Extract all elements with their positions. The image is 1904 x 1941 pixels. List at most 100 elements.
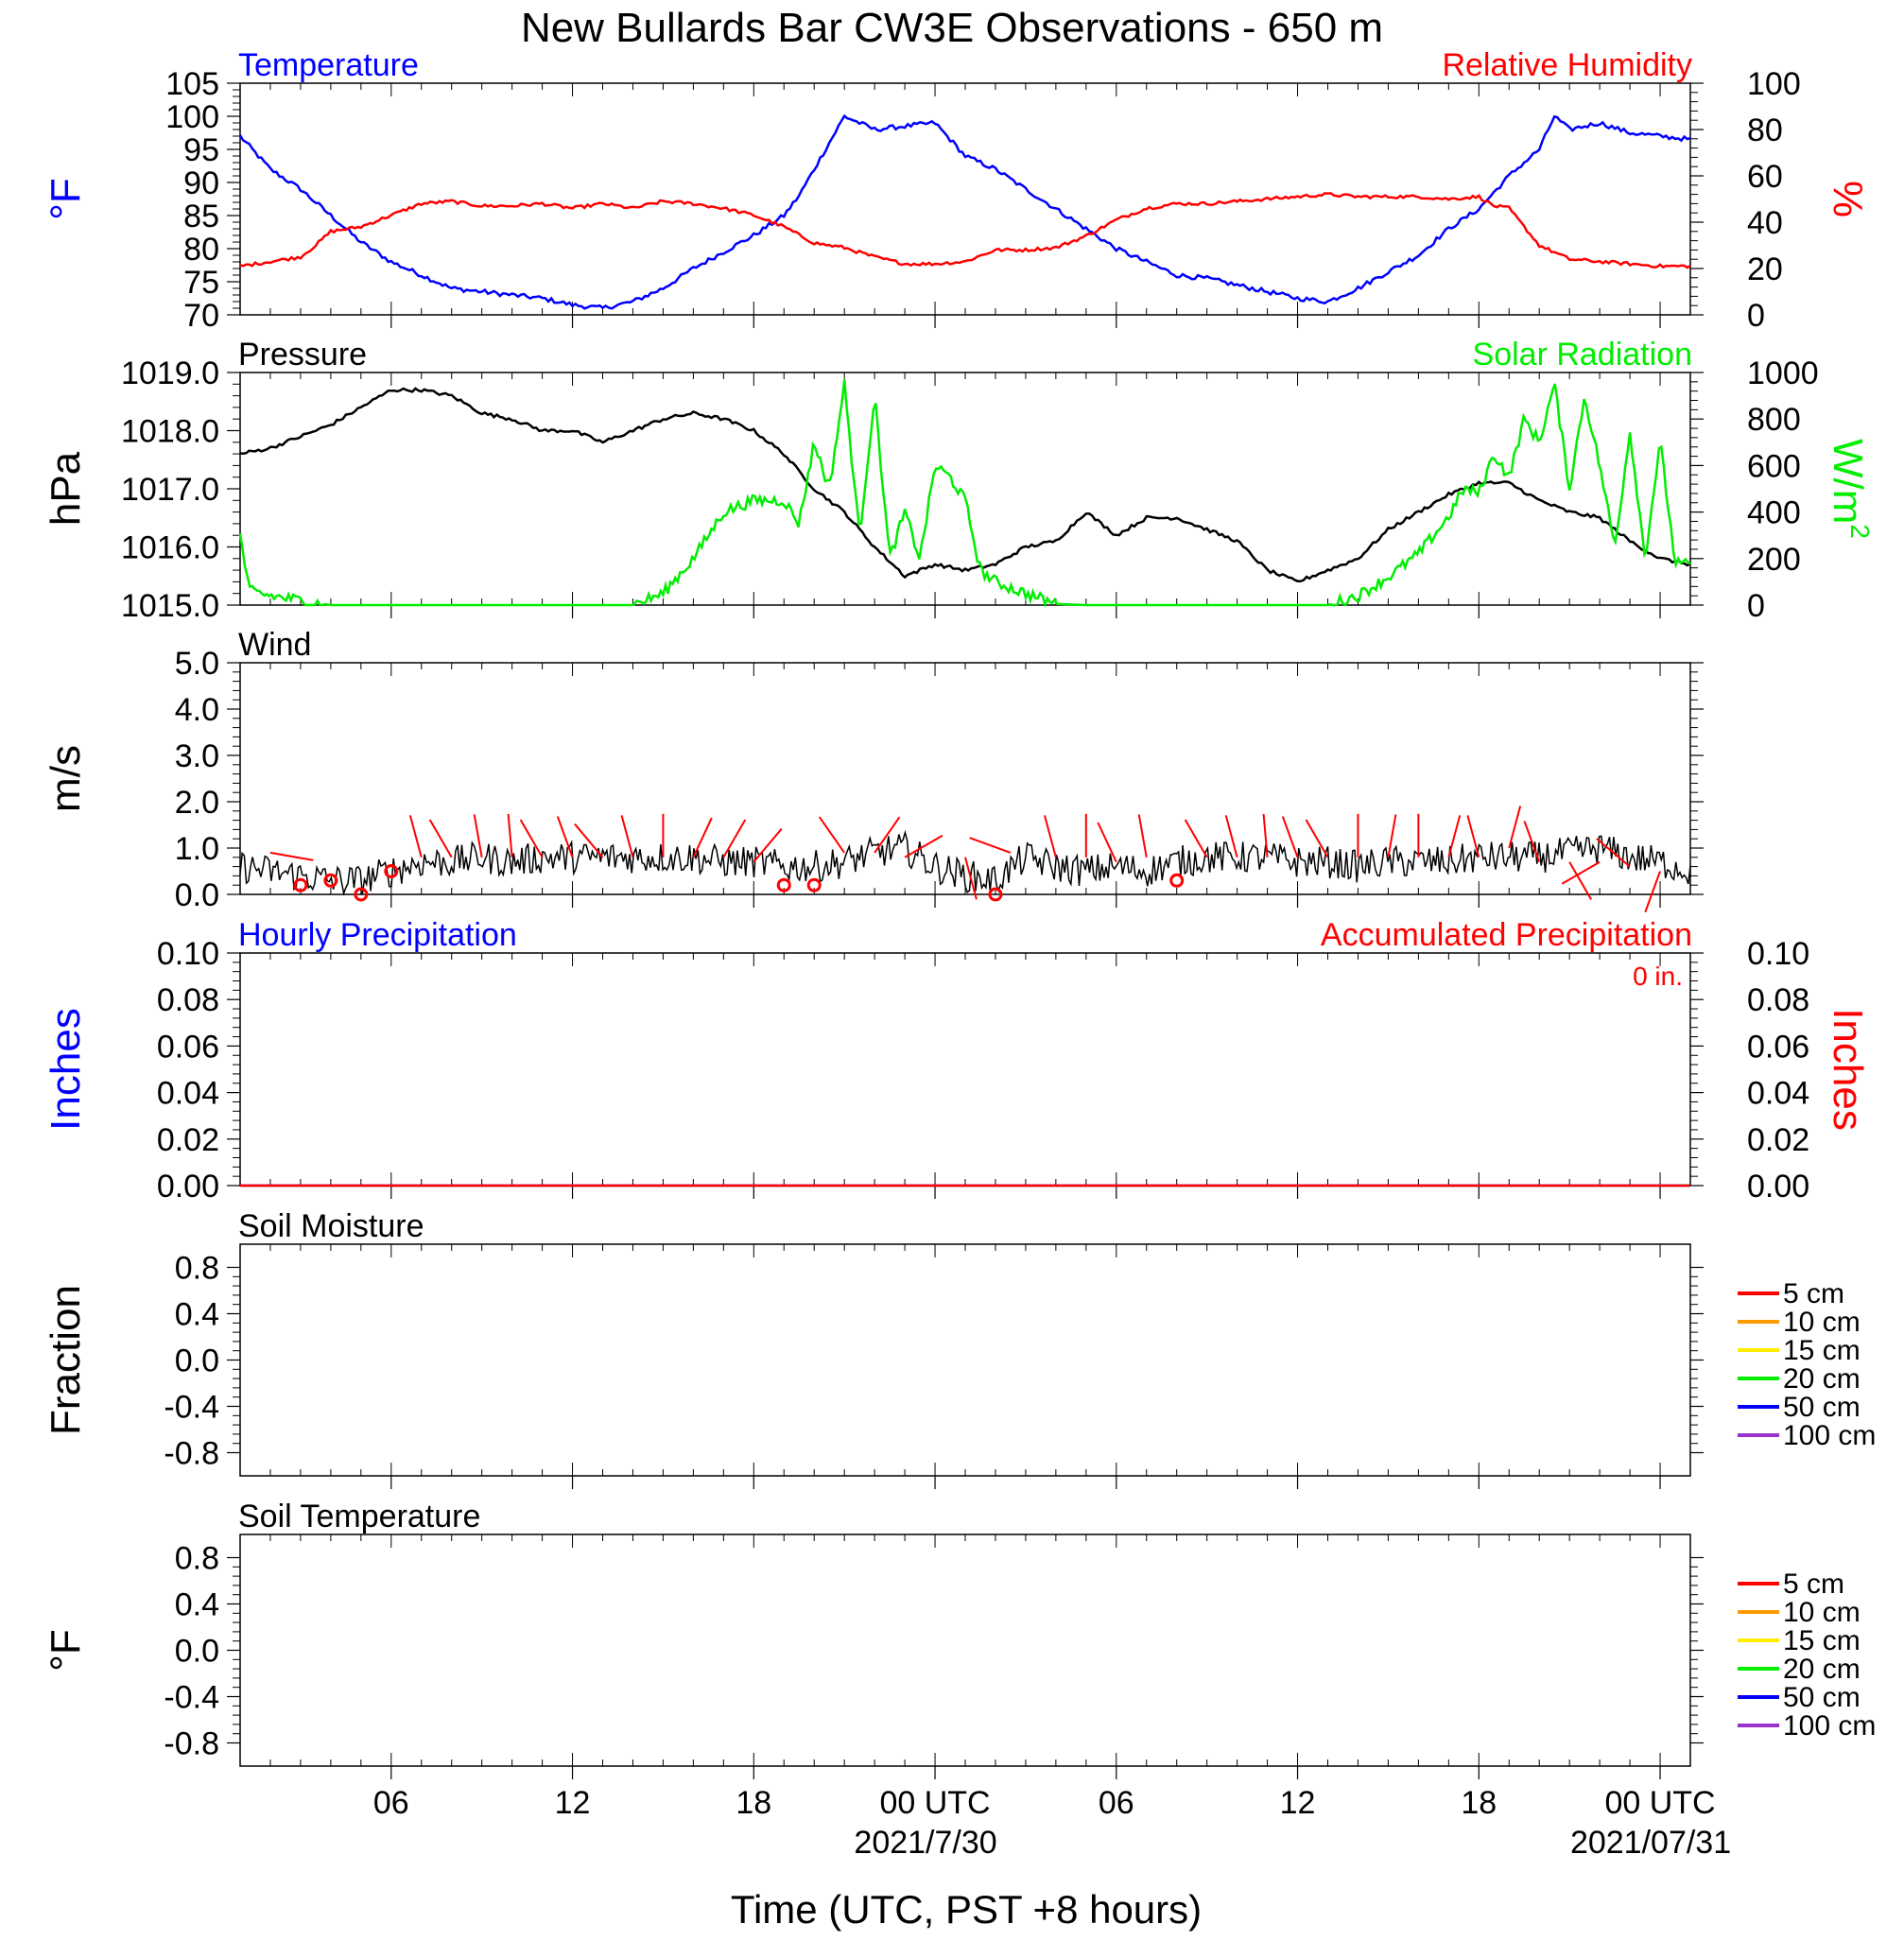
wind-barb bbox=[722, 819, 747, 858]
y-axis-title-right: % bbox=[1825, 181, 1871, 217]
y-tick-label-left: 1018.0 bbox=[121, 414, 219, 450]
y-tick-label-left: 85 bbox=[183, 199, 219, 234]
y-tick-label-left: 1016.0 bbox=[121, 530, 219, 566]
series-solar-radiation bbox=[238, 379, 1691, 609]
legend-label: 10 cm bbox=[1783, 1307, 1861, 1338]
y-tick-label-left: 0.10 bbox=[157, 936, 219, 972]
y-tick-label-left: 0.0 bbox=[175, 877, 219, 913]
y-tick-label-left: 0.4 bbox=[175, 1587, 219, 1623]
x-tick-label: 00 UTC bbox=[879, 1785, 990, 1821]
y-tick-label-right: 100 bbox=[1747, 66, 1801, 102]
wind-calm-marker bbox=[293, 877, 308, 893]
panel-title-right: Accumulated Precipitation bbox=[1321, 917, 1692, 953]
wind-calm-marker bbox=[354, 887, 369, 902]
wind-barb bbox=[1184, 819, 1208, 858]
y-axis-title-right: W/m2 bbox=[1825, 439, 1875, 539]
wind-barb bbox=[620, 815, 634, 858]
panel-title-left: Soil Moisture bbox=[238, 1208, 424, 1244]
x-tick-date-label: 2021/07/31 bbox=[1570, 1825, 1731, 1861]
y-tick-label-left: 90 bbox=[183, 165, 219, 201]
wind-barb bbox=[818, 816, 845, 854]
wind-barb bbox=[1596, 838, 1631, 868]
x-tick-label: 06 bbox=[373, 1785, 409, 1821]
x-tick-label: 18 bbox=[736, 1785, 771, 1821]
y-tick-label-left: 95 bbox=[183, 132, 219, 168]
legend-label: 20 cm bbox=[1783, 1363, 1861, 1395]
x-tick-label: 06 bbox=[1099, 1785, 1134, 1821]
panel-title-left: Hourly Precipitation bbox=[238, 917, 517, 953]
wind-calm-marker bbox=[806, 877, 822, 893]
y-tick-label-left: 0.08 bbox=[157, 982, 219, 1018]
y-tick-label-left: 0.04 bbox=[157, 1076, 219, 1112]
wind-barb bbox=[1305, 819, 1329, 858]
series-relative-humidity bbox=[239, 192, 1691, 269]
wind-barb bbox=[964, 857, 978, 900]
panels: 105100959085807570100806040200Temperatur… bbox=[43, 47, 1876, 1861]
y-tick-label-left: 1015.0 bbox=[121, 588, 219, 624]
y-axis-title-left: Fraction bbox=[43, 1285, 89, 1435]
panel-title-right: Relative Humidity bbox=[1442, 47, 1692, 83]
wind-barb bbox=[692, 817, 713, 858]
wind-calm-marker bbox=[1169, 873, 1185, 888]
wind-barb bbox=[753, 827, 783, 863]
y-tick-label-left: 2.0 bbox=[175, 785, 219, 821]
y-tick-label-left: 0.0 bbox=[175, 1343, 219, 1379]
y-tick-label-right: 800 bbox=[1747, 402, 1801, 438]
accumulation-annotation: 0 in. bbox=[1633, 962, 1683, 991]
y-tick-label-left: -0.4 bbox=[164, 1680, 219, 1716]
wind-barb bbox=[519, 819, 544, 858]
panel-soil_moisture: 0.8 0.4 0.0 -0.4 -0.8 Soil Moisture Fraction 5 … bbox=[43, 1208, 1876, 1489]
wind-barb bbox=[473, 814, 483, 858]
panel-temperature_humidity: 105100959085807570100806040200Temperatur… bbox=[43, 47, 1871, 334]
legend-label: 10 cm bbox=[1783, 1597, 1861, 1628]
y-tick-label-left: 0.02 bbox=[157, 1122, 219, 1158]
wind-barb bbox=[1224, 815, 1238, 858]
wind-barb bbox=[1097, 822, 1117, 863]
y-tick-label-right: 60 bbox=[1747, 159, 1783, 195]
legend-label: 50 cm bbox=[1783, 1392, 1861, 1423]
wind-barb bbox=[969, 837, 1012, 854]
y-tick-label-left: 0.0 bbox=[175, 1634, 219, 1670]
y-tick-label-left: 5.0 bbox=[175, 646, 219, 682]
y-tick-label-left: 1017.0 bbox=[121, 472, 219, 508]
x-tick-label: 12 bbox=[555, 1785, 591, 1821]
y-tick-label-left: -0.8 bbox=[164, 1726, 219, 1762]
y-axis-title-left: °F bbox=[43, 178, 89, 219]
wind-barb bbox=[408, 815, 423, 858]
wind-barb bbox=[269, 851, 314, 861]
chart-title: New Bullards Bar CW3E Observations - 650… bbox=[521, 5, 1383, 51]
legend-label: 5 cm bbox=[1783, 1568, 1844, 1600]
y-tick-label-right: 40 bbox=[1747, 205, 1783, 241]
wind-barb bbox=[1281, 816, 1299, 858]
y-tick-label-right: 0.08 bbox=[1747, 982, 1809, 1018]
y-tick-label-right: 0 bbox=[1747, 588, 1765, 624]
wind-barb bbox=[904, 834, 943, 858]
series-pressure bbox=[239, 387, 1691, 583]
y-tick-label-left: 70 bbox=[183, 298, 219, 334]
wind-calm-marker bbox=[384, 864, 399, 878]
wind-barb bbox=[556, 816, 574, 858]
y-tick-label-left: 1.0 bbox=[175, 831, 219, 867]
wind-barb bbox=[507, 813, 513, 858]
panel-pressure_solar: 1019.0 1018.0 1017.0 1016.0 1015.0 1000 800 600… bbox=[43, 337, 1875, 624]
y-tick-label-right: 1000 bbox=[1747, 355, 1819, 391]
y-tick-label-left: 3.0 bbox=[175, 738, 219, 774]
panel-precipitation: 0.10 0.08 0.06 0.04 0.02 0.00 0.10 0.08 0.06 0.04… bbox=[43, 917, 1871, 1204]
y-tick-label-left: 80 bbox=[183, 232, 219, 268]
y-tick-label-left: 0.8 bbox=[175, 1251, 219, 1287]
y-tick-label-right: 0.10 bbox=[1747, 936, 1809, 972]
y-tick-label-right: 20 bbox=[1747, 251, 1783, 287]
panel-title-left: Pressure bbox=[238, 337, 367, 373]
wind-barb bbox=[428, 819, 453, 858]
y-axis-title-left: hPa bbox=[43, 451, 89, 526]
y-axis-title-right-superscript: 2 bbox=[1845, 524, 1875, 539]
wind-barb bbox=[1447, 815, 1462, 858]
wind-barb bbox=[1466, 815, 1480, 858]
wind-barb bbox=[1561, 860, 1601, 885]
y-tick-label-right: 200 bbox=[1747, 542, 1801, 578]
legend-label: 100 cm bbox=[1783, 1710, 1876, 1742]
wind-barb bbox=[1568, 861, 1593, 901]
y-tick-label-right: 0.04 bbox=[1747, 1076, 1809, 1112]
